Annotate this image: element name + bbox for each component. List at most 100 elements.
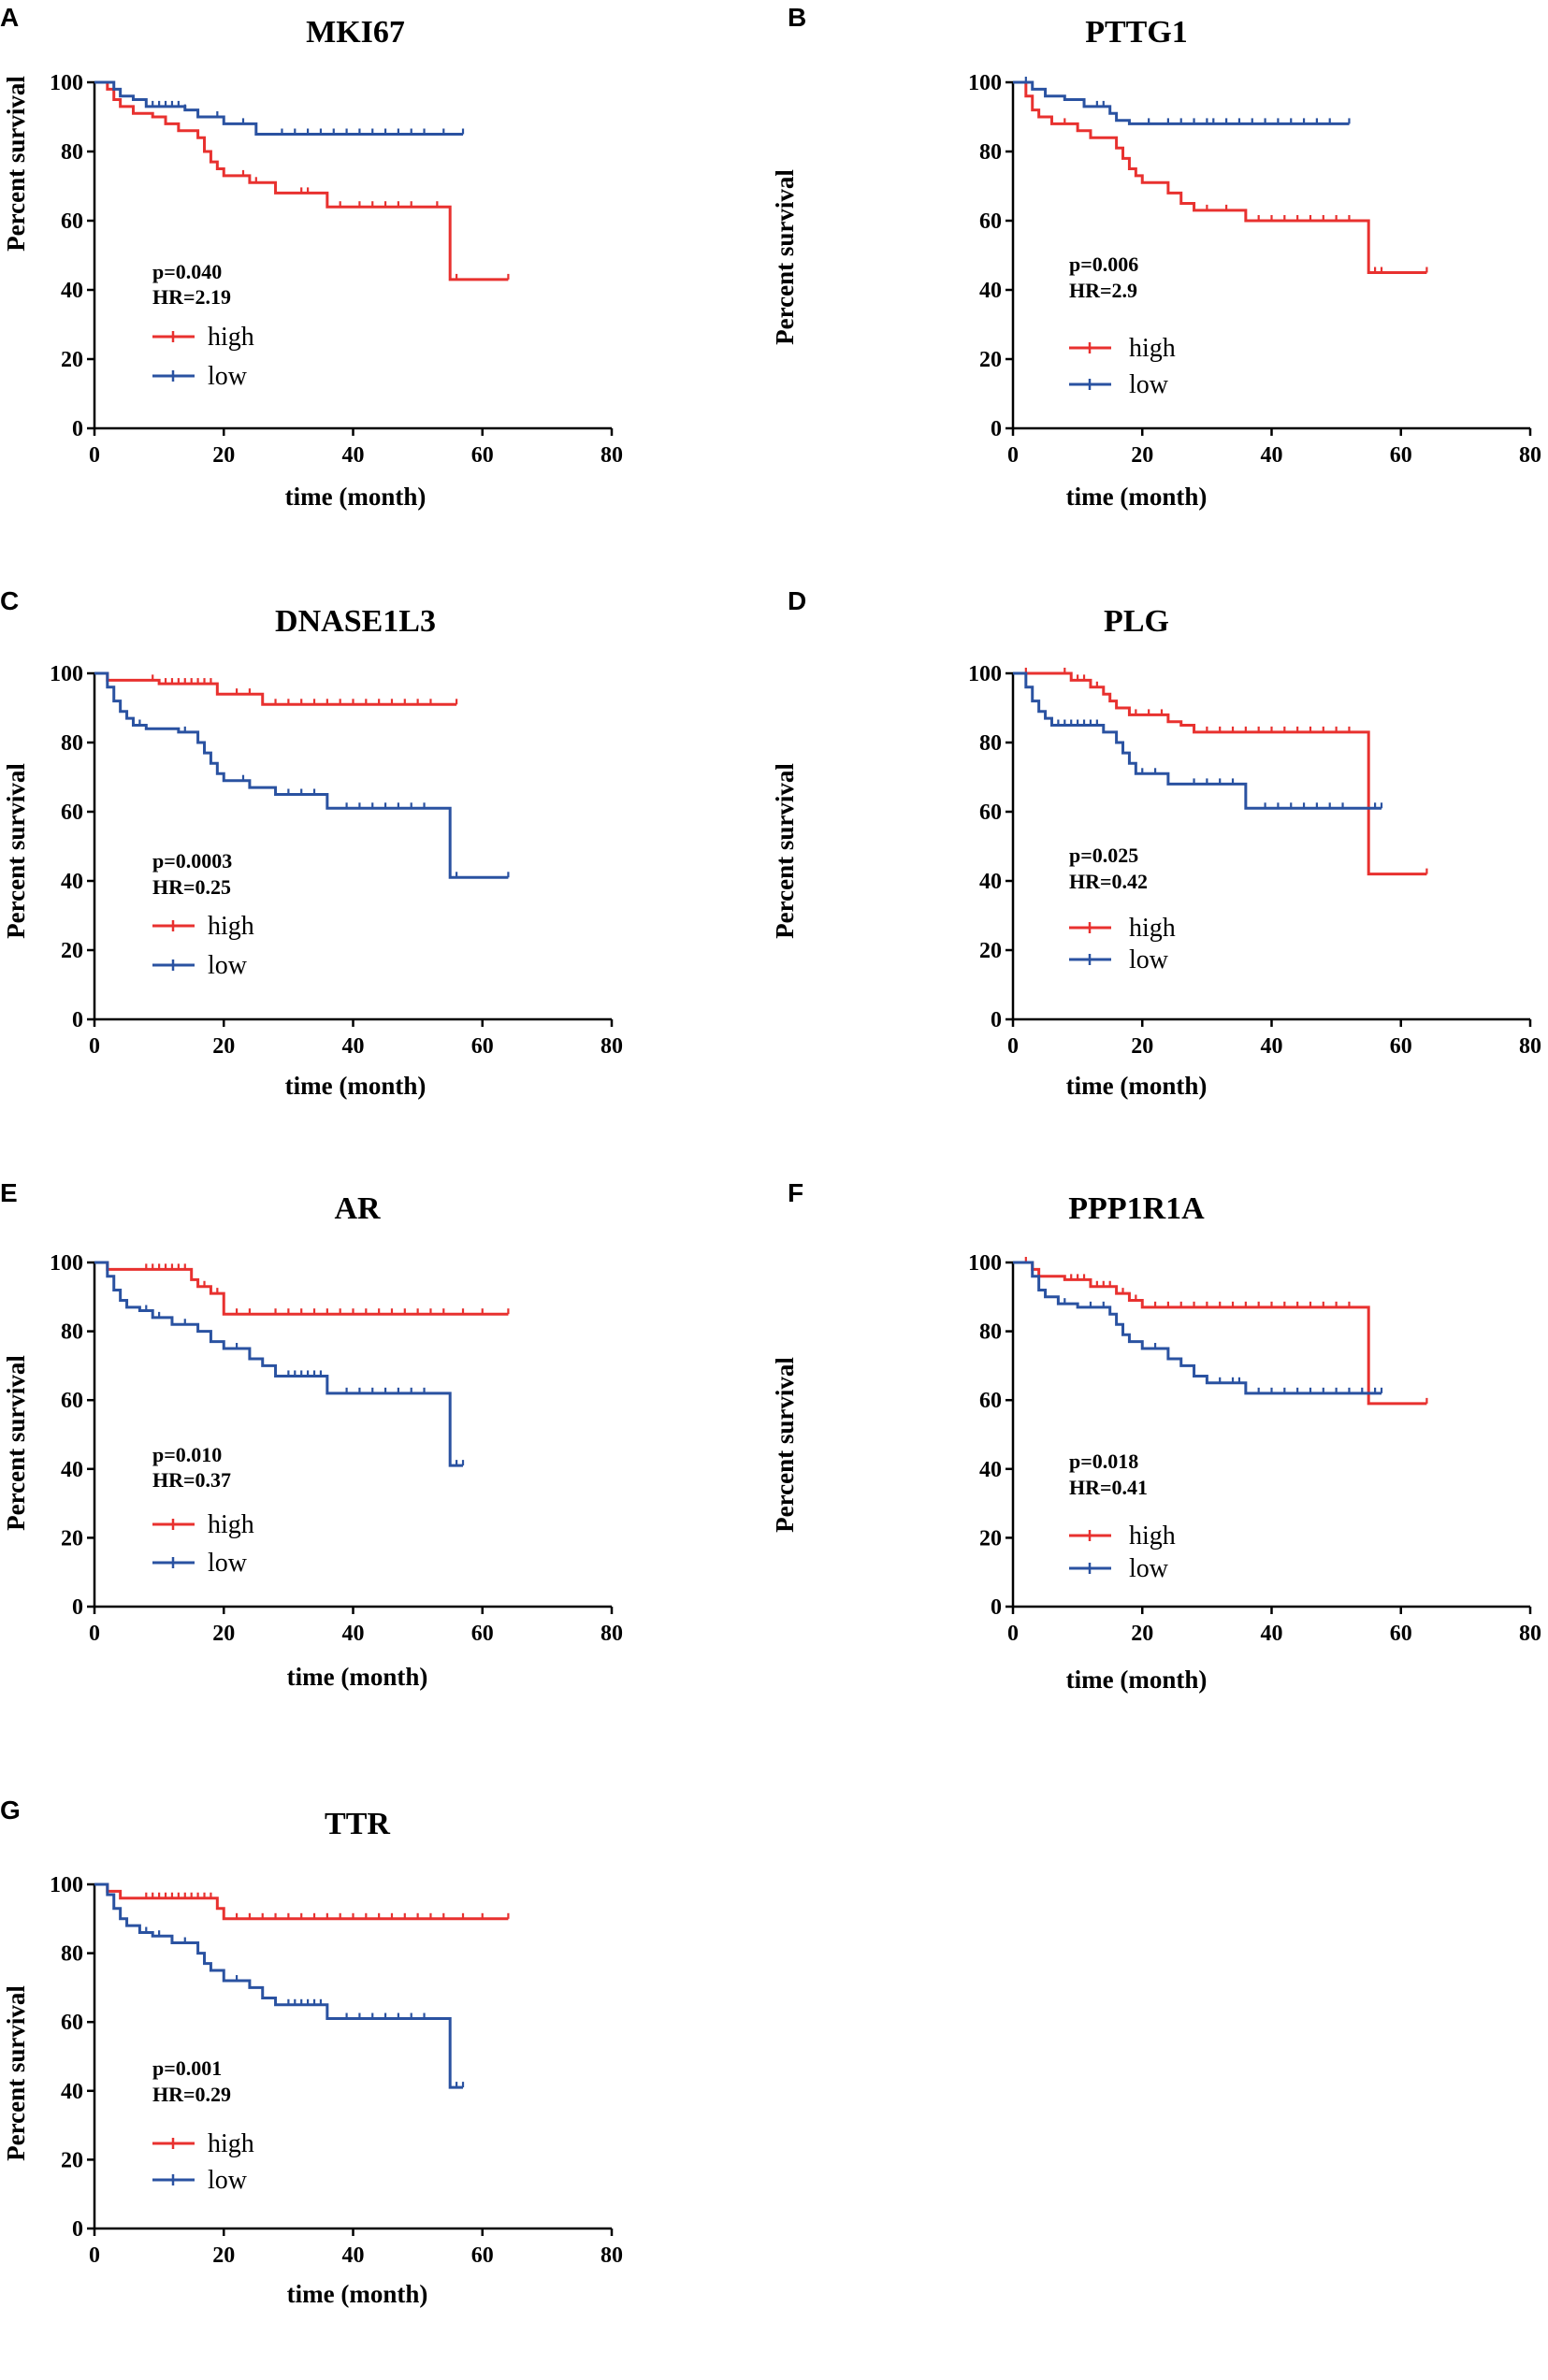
x-tick-label: 20 (212, 443, 235, 468)
legend-label-low: low (1129, 370, 1169, 399)
legend-label-high: high (208, 323, 254, 352)
legend-label-high: high (1129, 914, 1176, 943)
x-axis-label: time (month) (1066, 1072, 1208, 1100)
km-chart-pttg1: B PTTG1 0 20 40 60 80 0 20 40 60 80 100 time (mont… (771, 3, 1541, 511)
plot-area: 0 20 40 60 80 0 20 40 60 80 100 (968, 71, 1541, 468)
legend-label-low: low (1129, 945, 1169, 974)
chart-title: MKI67 (306, 15, 405, 50)
survival-curve-high (94, 1261, 509, 1316)
legend-label-low: low (208, 362, 248, 391)
y-tick-label: 80 (979, 731, 1002, 756)
x-tick-label: 0 (1007, 1034, 1019, 1059)
x-axis-label: time (month) (287, 1663, 428, 1691)
y-tick-label: 80 (61, 731, 83, 756)
legend: high low (1069, 914, 1176, 974)
y-tick-label: 40 (979, 870, 1002, 894)
legend: high low (1069, 1522, 1176, 1583)
x-axis-label: time (month) (1066, 1666, 1208, 1694)
x-tick-label: 40 (342, 443, 365, 468)
y-tick-label: 80 (61, 1320, 83, 1345)
x-tick-label: 40 (342, 1034, 365, 1059)
survival-curve-low (1013, 80, 1350, 125)
x-tick-label: 20 (1131, 1034, 1153, 1059)
km-chart-ppp1r1a: F PPP1R1A 0 20 40 60 80 0 20 40 60 80 100 time (mo… (771, 1178, 1541, 1694)
y-tick-label: 0 (991, 1008, 1002, 1032)
hazard-ratio: HR=2.19 (152, 285, 231, 309)
x-tick-label: 60 (1390, 1622, 1412, 1646)
y-axis-label: Percent survival (771, 169, 799, 345)
y-tick-label: 100 (50, 662, 83, 686)
x-tick-label: 80 (1519, 1622, 1541, 1646)
y-tick-label: 80 (61, 1942, 83, 1967)
km-chart-mki67: A MKI67 0 20 40 60 80 0 20 40 60 80 100 time (mont… (0, 3, 623, 511)
legend-label-high: high (208, 1510, 254, 1539)
y-tick-label: 100 (50, 1873, 83, 1897)
x-axis-label: time (month) (1066, 483, 1208, 511)
y-tick-label: 0 (72, 1008, 83, 1032)
y-tick-label: 100 (968, 1251, 1002, 1276)
x-tick-label: 40 (1261, 443, 1283, 468)
legend-label-high: high (208, 912, 254, 941)
y-tick-label: 20 (979, 348, 1002, 372)
panel-b: B PTTG1 0 20 40 60 80 0 20 40 60 80 100 time (mont… (771, 0, 1541, 580)
x-tick-label: 0 (89, 1034, 100, 1059)
y-tick-label: 80 (979, 140, 1002, 165)
km-chart-plg: D PLG 0 20 40 60 80 0 20 40 60 80 100 time (month)… (771, 586, 1541, 1100)
y-axis-label: Percent survival (2, 76, 30, 252)
y-tick-label: 20 (979, 939, 1002, 963)
chart-title: AR (334, 1191, 381, 1226)
survival-curve-low (94, 1882, 464, 2089)
plot-area: 0 20 40 60 80 0 20 40 60 80 100 (50, 71, 623, 468)
x-tick-label: 40 (342, 2243, 365, 2268)
x-tick-label: 20 (212, 1034, 235, 1059)
legend: high low (152, 912, 254, 980)
y-tick-label: 20 (61, 348, 83, 372)
panel-letter: E (0, 1178, 18, 1207)
km-chart-dnase1l3: C DNASE1L3 0 20 40 60 80 0 20 40 60 80 100 time (m… (0, 586, 623, 1100)
x-tick-label: 0 (1007, 443, 1019, 468)
x-tick-label: 80 (600, 2243, 623, 2268)
chart-title: TTR (325, 1807, 390, 1841)
legend-label-low: low (1129, 1554, 1169, 1583)
y-tick-label: 100 (50, 71, 83, 95)
x-tick-label: 0 (89, 443, 100, 468)
x-tick-label: 60 (1390, 1034, 1412, 1059)
hazard-ratio: HR=0.41 (1069, 1476, 1148, 1499)
x-tick-label: 60 (1390, 443, 1412, 468)
p-value: p=0.010 (152, 1443, 222, 1466)
survival-curve-high (1013, 1261, 1427, 1406)
survival-curve-low (94, 80, 464, 136)
legend: high low (1069, 334, 1176, 399)
p-value: p=0.040 (152, 260, 222, 283)
y-axis-label: Percent survival (2, 1985, 30, 2161)
x-axis-label: time (month) (287, 2280, 428, 2308)
y-tick-label: 60 (61, 209, 83, 234)
p-value: p=0.018 (1069, 1450, 1138, 1473)
x-tick-label: 40 (342, 1622, 365, 1646)
x-tick-label: 60 (471, 1034, 494, 1059)
x-tick-label: 40 (1261, 1034, 1283, 1059)
chart-title: PLG (1104, 604, 1169, 639)
y-tick-label: 0 (72, 417, 83, 441)
y-tick-label: 60 (61, 2011, 83, 2035)
y-tick-label: 60 (979, 209, 1002, 234)
y-tick-label: 20 (979, 1526, 1002, 1551)
y-tick-label: 40 (61, 2080, 83, 2104)
panel-letter: D (788, 586, 806, 615)
p-value: p=0.006 (1069, 252, 1138, 276)
y-tick-label: 100 (50, 1251, 83, 1276)
y-tick-label: 20 (61, 939, 83, 963)
y-tick-label: 20 (61, 2148, 83, 2172)
x-tick-label: 80 (1519, 1034, 1541, 1059)
y-tick-label: 0 (72, 1595, 83, 1620)
x-tick-label: 80 (600, 443, 623, 468)
survival-curve-high (94, 80, 509, 281)
legend: high low (152, 323, 254, 391)
y-tick-label: 40 (61, 1458, 83, 1482)
y-tick-label: 80 (979, 1320, 1002, 1345)
survival-curve-low (1013, 1261, 1382, 1395)
x-tick-label: 80 (600, 1034, 623, 1059)
p-value: p=0.025 (1069, 844, 1138, 867)
y-tick-label: 80 (61, 140, 83, 165)
